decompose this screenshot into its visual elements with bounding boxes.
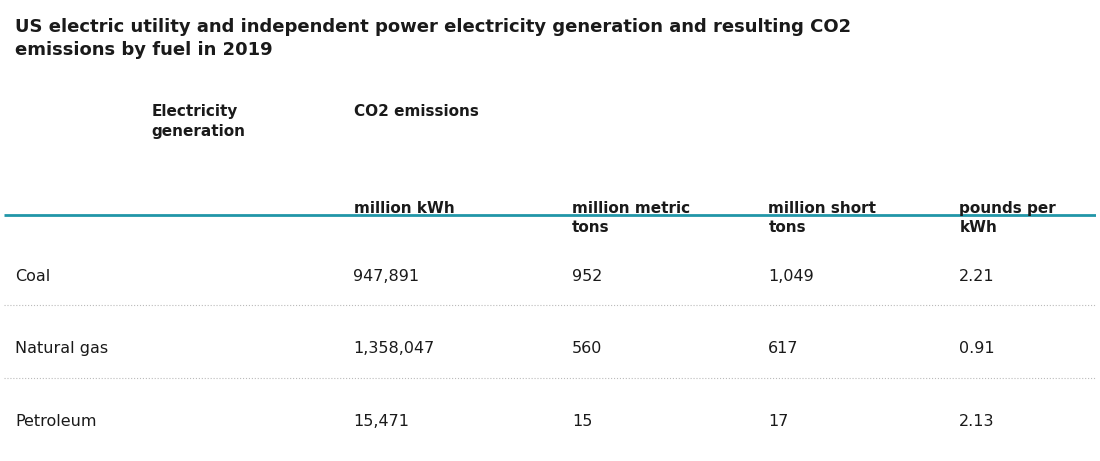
Text: million short
tons: million short tons [768,201,877,235]
Text: 1,358,047: 1,358,047 [353,342,434,356]
Text: Coal: Coal [15,269,51,284]
Text: 617: 617 [768,342,799,356]
Text: 15: 15 [572,414,592,429]
Text: million metric
tons: million metric tons [572,201,690,235]
Text: 15,471: 15,471 [353,414,409,429]
Text: 2.13: 2.13 [959,414,994,429]
Text: 947,891: 947,891 [353,269,419,284]
Text: Petroleum: Petroleum [15,414,97,429]
Text: CO2 emissions: CO2 emissions [353,104,478,119]
Text: million kWh: million kWh [353,201,454,216]
Text: 560: 560 [572,342,602,356]
Text: 17: 17 [768,414,789,429]
Text: 2.21: 2.21 [959,269,996,284]
Text: pounds per
kWh: pounds per kWh [959,201,1056,235]
Text: Electricity
generation: Electricity generation [152,104,245,139]
Text: US electric utility and independent power electricity generation and resulting C: US electric utility and independent powe… [15,18,851,59]
Text: Natural gas: Natural gas [15,342,108,356]
Text: 1,049: 1,049 [768,269,814,284]
Text: 0.91: 0.91 [959,342,996,356]
Text: 952: 952 [572,269,602,284]
